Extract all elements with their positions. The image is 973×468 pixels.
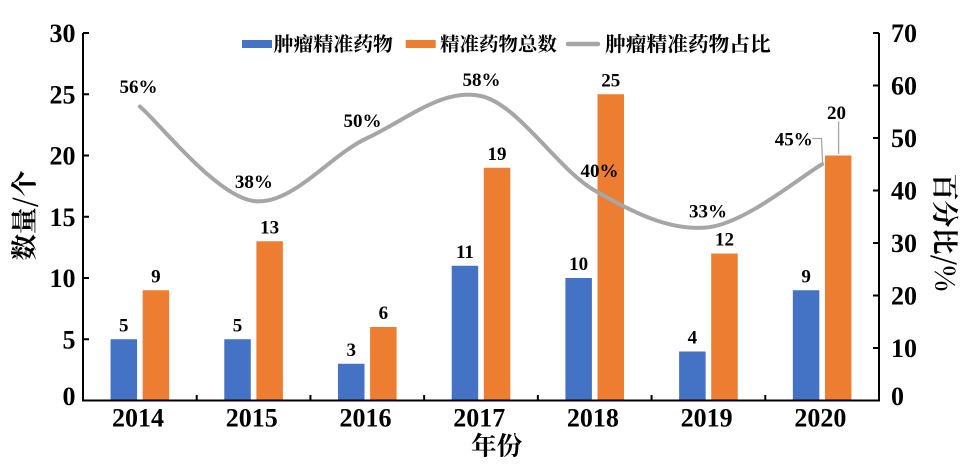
svg-text:2014: 2014: [112, 404, 164, 433]
svg-text:33%: 33%: [689, 202, 727, 223]
svg-text:2018: 2018: [567, 404, 619, 433]
svg-text:0: 0: [891, 382, 904, 411]
svg-text:12: 12: [715, 230, 734, 251]
svg-text:40: 40: [891, 177, 917, 206]
svg-text:5: 5: [63, 325, 76, 354]
svg-text:10: 10: [891, 334, 917, 363]
svg-text:25: 25: [50, 80, 76, 109]
svg-text:20: 20: [50, 142, 76, 171]
svg-text:50%: 50%: [344, 111, 382, 132]
svg-text:10: 10: [50, 264, 76, 293]
svg-text:45%: 45%: [775, 130, 813, 151]
svg-text:9: 9: [801, 266, 811, 287]
svg-text:40%: 40%: [581, 161, 619, 182]
svg-text:60: 60: [891, 72, 917, 101]
svg-text:3: 3: [346, 340, 356, 361]
svg-text:25: 25: [601, 70, 620, 91]
svg-text:10: 10: [569, 254, 588, 275]
svg-text:5: 5: [119, 315, 129, 336]
svg-text:56%: 56%: [120, 77, 158, 98]
svg-text:19: 19: [488, 144, 507, 165]
svg-text:2019: 2019: [681, 404, 733, 433]
svg-text:6: 6: [379, 303, 389, 324]
svg-text:13: 13: [260, 217, 279, 238]
svg-text:30: 30: [891, 229, 917, 258]
svg-text:70: 70: [891, 19, 917, 48]
svg-text:0: 0: [63, 382, 76, 411]
svg-text:2015: 2015: [226, 404, 278, 433]
svg-text:2017: 2017: [453, 404, 505, 433]
svg-text:2016: 2016: [339, 404, 391, 433]
svg-text:38%: 38%: [235, 172, 273, 193]
svg-text:30: 30: [50, 19, 76, 48]
svg-text:4: 4: [688, 328, 698, 349]
svg-text:5: 5: [233, 315, 243, 336]
svg-text:50: 50: [891, 124, 917, 153]
svg-text:58%: 58%: [463, 70, 501, 91]
svg-text:11: 11: [456, 242, 474, 263]
svg-text:9: 9: [151, 266, 161, 287]
svg-text:20: 20: [891, 282, 917, 311]
svg-text:2020: 2020: [794, 404, 846, 433]
svg-text:20: 20: [827, 103, 846, 124]
svg-text:15: 15: [50, 203, 76, 232]
